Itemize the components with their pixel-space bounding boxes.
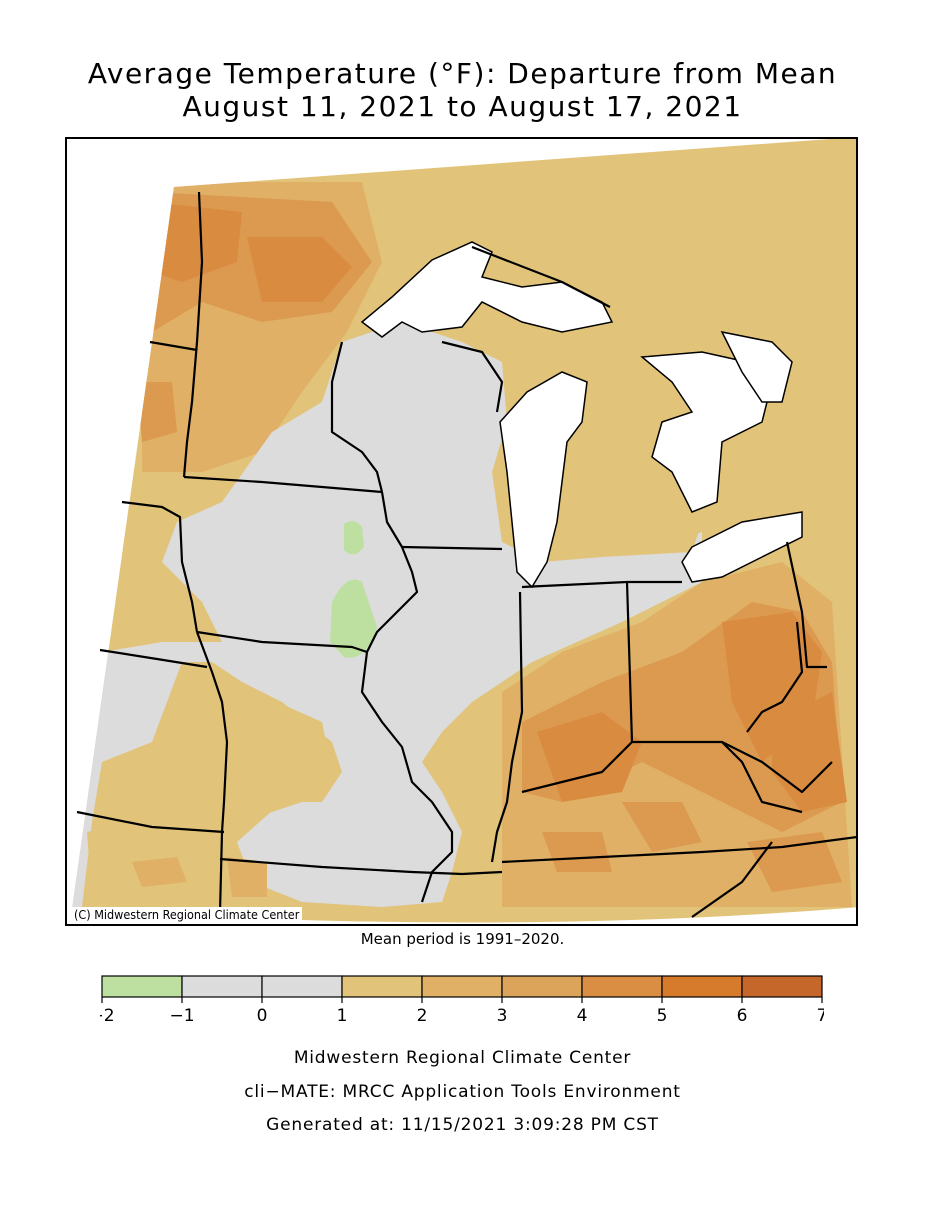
legend-tick-label: −2 [100, 1006, 115, 1025]
legend-swatch [661, 975, 743, 998]
region-ks-patch [132, 857, 187, 887]
region-green-iowa-north [344, 521, 364, 555]
legend-ticks: −2 −1 0 1 2 3 4 5 6 7 [100, 997, 824, 1025]
lake-erie [681, 511, 803, 583]
legend-swatch [181, 975, 263, 998]
legend-swatch [421, 975, 503, 998]
footer-org: Midwestern Regional Climate Center [293, 1048, 632, 1068]
border-mo-ar [219, 857, 503, 876]
border-ky-tn [501, 836, 856, 864]
border-in-oh [625, 581, 634, 743]
region-wv [772, 692, 847, 812]
region-green-iowa-south [330, 579, 377, 658]
lake-ontario-upper [720, 330, 793, 403]
region-ky-patch [622, 802, 702, 852]
legend-swatch [341, 975, 423, 998]
border-il-in [490, 591, 524, 863]
region-mn-arrow [247, 237, 352, 302]
region-ky-west [542, 832, 612, 872]
region-iowa-sw [222, 682, 332, 822]
legend-swatch [101, 975, 183, 998]
border-ne-ks [99, 648, 208, 669]
legend-tick-label: −1 [169, 1006, 194, 1025]
temperature-map [72, 139, 856, 923]
legend-swatch [261, 975, 343, 998]
great-lakes [360, 241, 803, 589]
map-date-range: August 11, 2021 to August 17, 2021 [182, 90, 743, 123]
legend-tick-label: 5 [657, 1006, 668, 1025]
copyright-label: (C) Midwestern Regional Climate Center [71, 907, 303, 922]
lake-michigan [499, 371, 588, 589]
border-tn-va [691, 841, 773, 918]
border-il-mo-river [360, 651, 454, 903]
border-oh-wv [746, 621, 804, 733]
color-legend: −2 −1 0 1 2 3 4 5 6 7 [100, 975, 824, 1025]
border-wi-mi [441, 340, 504, 413]
border-oh-pa [785, 541, 827, 669]
region-sd-west [122, 502, 177, 562]
legend-swatch [581, 975, 663, 998]
border-mi-up [471, 245, 611, 308]
footer-generated: Generated at: 11/15/2021 3:09:28 PM CST [266, 1115, 659, 1135]
region-michigan-lower [547, 362, 702, 557]
border-ia-mo [196, 630, 368, 654]
legend-tick-label: 6 [737, 1006, 748, 1025]
border-sd-west [121, 500, 199, 633]
state-boundaries [76, 191, 856, 918]
border-mn-wi [330, 341, 384, 493]
border-sd-ne [149, 340, 198, 352]
legend-tick-label: 2 [417, 1006, 428, 1025]
map-frame: (C) Midwestern Regional Climate Center [65, 137, 858, 926]
region-indiana-dark [537, 712, 642, 802]
border-nd-mn [182, 191, 204, 478]
legend-swatch [741, 975, 823, 998]
footer-app: cli−MATE: MRCC Application Tools Environ… [244, 1082, 681, 1102]
legend-tick-label: 7 [817, 1006, 824, 1025]
legend-tick-label: 3 [497, 1006, 508, 1025]
lake-superior [360, 241, 614, 338]
legend-swatches [101, 975, 823, 998]
border-wv-va [721, 741, 833, 794]
legend-tick-label: 1 [337, 1006, 348, 1025]
border-ks-ok [76, 810, 225, 834]
border-wi-il [401, 545, 503, 551]
legend-tick-label: 4 [577, 1006, 588, 1025]
border-in-ky [521, 740, 803, 814]
legend-tick-label: 0 [257, 1006, 268, 1025]
region-gray-central [72, 322, 702, 907]
region-mn-nw [152, 202, 242, 282]
mean-period-note: Mean period is 1991–2020. [360, 930, 565, 948]
region-mn-west [137, 382, 177, 442]
map-title: Average Temperature (°F): Departure from… [87, 57, 838, 90]
border-wi-ia-il [366, 491, 419, 653]
shaded-regions [72, 182, 852, 907]
border-mn-ia-top [183, 475, 383, 494]
legend-swatch [501, 975, 583, 998]
region-mo-south [227, 857, 267, 897]
